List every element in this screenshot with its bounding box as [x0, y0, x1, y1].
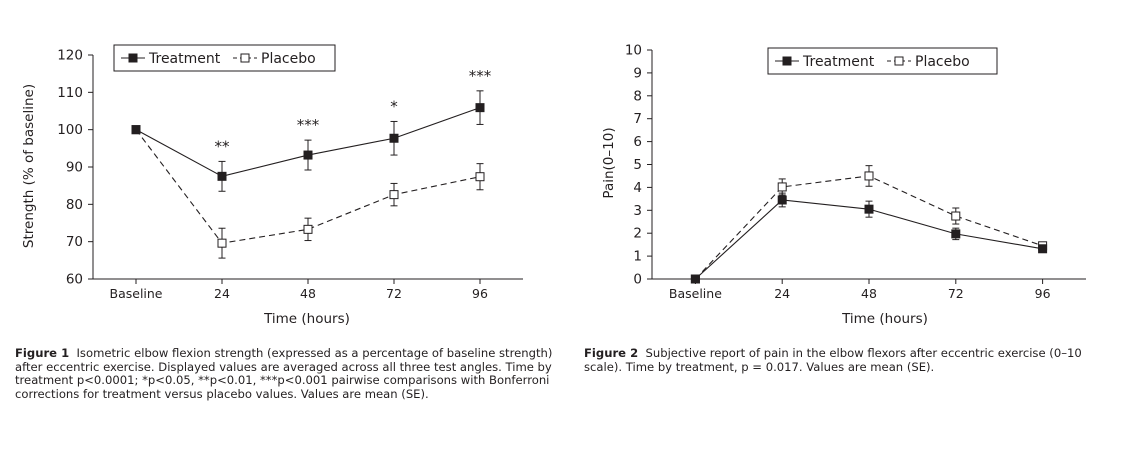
x-axis-label: Time (hours) — [263, 311, 350, 327]
treatment-point — [303, 150, 313, 160]
y-tick-label: 5 — [633, 157, 642, 173]
placebo-line — [694, 175, 1043, 280]
legend-swatch-marker — [782, 56, 792, 66]
y-tick-label: 120 — [57, 48, 83, 64]
significance-marker: ** — [215, 137, 231, 155]
treatment-point — [1038, 244, 1048, 254]
x-tick-label: Baseline — [110, 286, 163, 301]
y-tick-label: 1 — [633, 249, 642, 265]
x-tick-label: 72 — [948, 286, 964, 301]
figure-2-label: Figure 2 — [584, 346, 639, 360]
y-tick-label: 10 — [625, 43, 642, 59]
treatment-point — [864, 204, 874, 214]
x-tick-label: Baseline — [669, 286, 722, 301]
significance-marker: * — [390, 97, 398, 115]
x-tick-label: 48 — [300, 286, 316, 301]
figure-1-text: Isometric elbow flexion strength (expres… — [15, 346, 553, 401]
y-axis-label: Strength (% of baseline) — [21, 84, 37, 248]
y-tick-label: 90 — [66, 160, 83, 176]
y-tick-label: 4 — [633, 180, 642, 196]
figure-1-label: Figure 1 — [15, 346, 70, 360]
treatment-point — [777, 195, 787, 205]
y-tick-label: 9 — [633, 65, 642, 81]
figure-2-text: Subjective report of pain in the elbow f… — [584, 346, 1082, 374]
placebo-point — [217, 238, 227, 248]
treatment-point — [475, 103, 485, 113]
significance-marker: *** — [297, 116, 320, 134]
legend-box — [767, 47, 998, 75]
legend-label: Placebo — [261, 51, 316, 67]
legend-swatch-marker — [894, 56, 904, 66]
treatment-point — [389, 133, 399, 143]
figure-1-caption: Figure 1 Isometric elbow flexion strengt… — [15, 346, 555, 401]
treatment-point — [951, 229, 961, 239]
x-tick-label: 48 — [861, 286, 877, 301]
x-tick-label: 72 — [386, 286, 402, 301]
placebo-point — [777, 182, 787, 192]
placebo-point — [475, 172, 485, 182]
x-tick-label: 24 — [214, 286, 230, 301]
y-tick-label: 8 — [633, 88, 642, 104]
x-tick-label: 96 — [1035, 286, 1051, 301]
placebo-point — [389, 190, 399, 200]
y-tick-label: 7 — [633, 111, 642, 127]
legend-label: Placebo — [915, 54, 970, 70]
legend-label: Treatment — [148, 51, 221, 67]
legend-label: Treatment — [802, 54, 875, 70]
treatment-point — [217, 171, 227, 181]
placebo-point — [303, 224, 313, 234]
significance-marker: *** — [469, 67, 492, 85]
x-axis-label: Time (hours) — [841, 311, 928, 327]
y-tick-label: 70 — [66, 234, 83, 250]
y-tick-label: 80 — [66, 197, 83, 213]
placebo-point — [864, 171, 874, 181]
y-tick-label: 2 — [633, 226, 642, 242]
legend-box — [113, 44, 336, 72]
x-tick-label: 96 — [472, 286, 488, 301]
pain-chart: 0 1 2 3 4 5 6 7 8 9 10 Baseline 24 48 72 96 Treatment Pl… — [601, 43, 1086, 327]
y-tick-label: 3 — [633, 203, 642, 219]
legend-swatch-marker — [128, 53, 138, 63]
y-tick-label: 100 — [57, 122, 83, 138]
y-axis-label: Pain(0–10) — [601, 127, 617, 198]
figure-2-caption: Figure 2 Subjective report of pain in th… — [584, 346, 1114, 374]
x-tick-label: 24 — [774, 286, 790, 301]
placebo-line — [135, 129, 481, 244]
y-tick-label: 60 — [66, 272, 83, 288]
y-tick-label: 0 — [633, 272, 642, 288]
legend-swatch-marker — [240, 53, 250, 63]
y-tick-label: 6 — [633, 134, 642, 150]
placebo-point — [951, 211, 961, 221]
treatment-point — [131, 125, 141, 135]
treatment-point — [690, 274, 700, 284]
y-tick-label: 110 — [57, 85, 83, 101]
